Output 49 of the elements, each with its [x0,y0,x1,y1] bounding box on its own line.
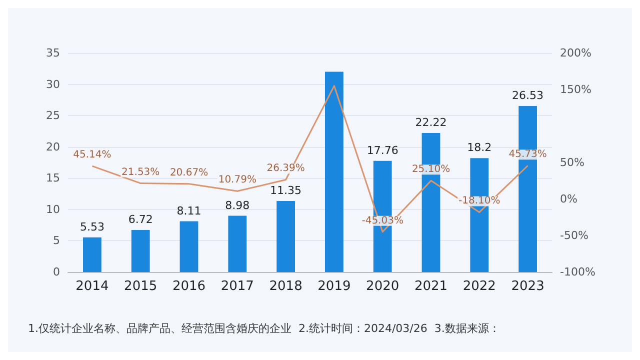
x-tick-label: 2015 [124,279,158,294]
y-tick-label: 20 [46,140,60,154]
data-label: 10.79% [218,174,256,186]
y2-tick-label: -100% [560,266,596,278]
data-label: 11.35 [270,184,302,197]
x-tick-label: 2019 [318,279,351,294]
data-label: 45.73% [508,149,547,160]
y-tick-label: 30 [46,78,60,91]
data-label: 18.2 [467,141,492,154]
y-tick-label: 10 [46,202,60,216]
data-label: 25.10% [412,164,450,176]
x-tick-label: 2023 [511,279,544,294]
x-tick-label: 2016 [172,279,206,294]
y-tick-label: 15 [46,172,60,185]
bar [325,72,344,272]
y2-tick-label: 150% [560,83,592,96]
x-tick-label: 2014 [76,279,109,294]
x-tick-label: 2017 [220,279,254,294]
data-label: 17.76 [366,144,398,157]
bar [180,221,198,272]
bar [83,237,102,272]
y2-tick-label: -50% [560,229,588,242]
data-label: 6.72 [128,212,153,226]
y-tick-label: 25 [46,109,60,122]
x-tick-label: 2022 [462,279,496,294]
x-tick-label: 2021 [414,279,448,294]
y2-tick-label: 200% [560,46,592,60]
data-label: -45.03% [362,215,404,226]
x-tick-label: 2020 [366,279,400,294]
data-label: 21.53% [122,166,160,178]
y2-tick-label: 0% [560,192,578,206]
bar [131,230,150,272]
y-tick-label: 5 [53,234,60,248]
data-label: 22.22 [415,116,447,129]
bar [228,216,247,272]
data-label: 20.67% [170,167,208,178]
data-label: 26.39% [266,163,305,174]
y-tick-label: 0 [53,266,60,278]
data-label: 26.53 [512,89,544,102]
data-label: 8.11 [176,204,202,218]
bar [276,200,295,272]
y-tick-label: 35 [46,46,60,60]
text: 1.仅统计企业名称、品牌产品、经营范围含婚庆的企业 2.统计时间：2024/03/26 3.数据来源： [28,322,500,335]
data-label: -18.10% [458,196,500,207]
data-label: 5.53 [80,220,104,234]
x-tick-label: 2018 [269,279,302,294]
y2-tick-label: 50% [560,156,584,169]
data-label: 8.98 [225,198,250,212]
data-label: 45.14% [73,150,112,161]
